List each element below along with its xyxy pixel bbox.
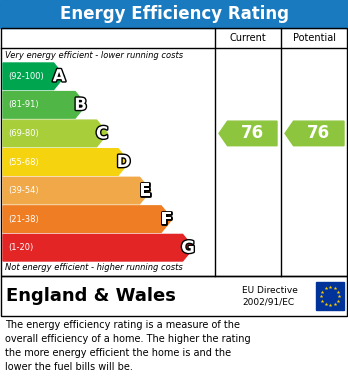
Polygon shape bbox=[3, 177, 150, 204]
Text: England & Wales: England & Wales bbox=[6, 287, 176, 305]
Bar bbox=[1, 276, 347, 316]
Text: (1-20): (1-20) bbox=[8, 243, 33, 252]
Text: F: F bbox=[161, 210, 172, 228]
Text: G: G bbox=[181, 239, 195, 257]
Text: B: B bbox=[74, 96, 87, 114]
Polygon shape bbox=[3, 91, 86, 118]
Text: (39-54): (39-54) bbox=[8, 186, 39, 195]
Text: EU Directive
2002/91/EC: EU Directive 2002/91/EC bbox=[242, 285, 298, 307]
Text: Very energy efficient - lower running costs: Very energy efficient - lower running co… bbox=[5, 52, 183, 61]
Polygon shape bbox=[285, 121, 344, 146]
Text: (69-80): (69-80) bbox=[8, 129, 39, 138]
Text: Current: Current bbox=[230, 33, 266, 43]
Text: (81-91): (81-91) bbox=[8, 100, 39, 109]
Text: Not energy efficient - higher running costs: Not energy efficient - higher running co… bbox=[5, 264, 183, 273]
Polygon shape bbox=[3, 149, 129, 175]
Text: Energy Efficiency Rating: Energy Efficiency Rating bbox=[60, 5, 288, 23]
Polygon shape bbox=[3, 120, 108, 147]
Text: E: E bbox=[140, 181, 151, 199]
Text: (55-68): (55-68) bbox=[8, 158, 39, 167]
Polygon shape bbox=[3, 206, 172, 232]
Text: (92-100): (92-100) bbox=[8, 72, 44, 81]
Bar bbox=[1, 28, 347, 276]
Bar bbox=[316, 282, 344, 310]
Text: 76: 76 bbox=[307, 124, 330, 142]
Text: D: D bbox=[117, 153, 130, 171]
Text: Potential: Potential bbox=[293, 33, 336, 43]
Bar bbox=[0, 0, 348, 28]
Text: (21-38): (21-38) bbox=[8, 215, 39, 224]
Text: A: A bbox=[53, 67, 65, 85]
Text: The energy efficiency rating is a measure of the
overall efficiency of a home. T: The energy efficiency rating is a measur… bbox=[5, 320, 251, 372]
Text: 76: 76 bbox=[241, 124, 264, 142]
Polygon shape bbox=[3, 63, 64, 90]
Text: C: C bbox=[96, 124, 108, 142]
Polygon shape bbox=[3, 235, 193, 261]
Polygon shape bbox=[219, 121, 277, 146]
